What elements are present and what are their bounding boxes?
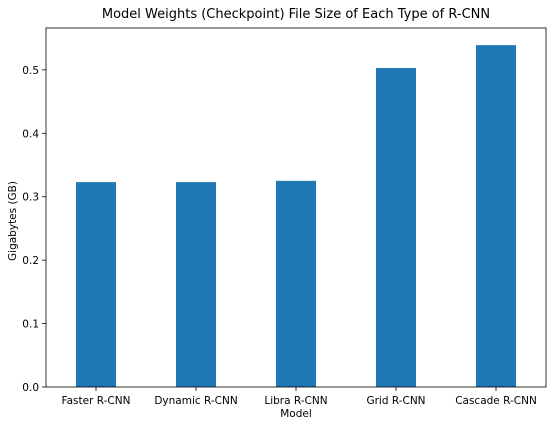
y-ticks-group: 0.0 0.1 0.2 0.3 0.4 0.5 [22, 65, 46, 394]
x-tick-label-4: Cascade R-CNN [455, 395, 537, 407]
chart-title: Model Weights (Checkpoint) File Size of … [102, 7, 490, 22]
bar-3 [376, 67, 416, 388]
x-tick-label-2: Libra R-CNN [264, 395, 327, 407]
y-tick-label-4: 0.4 [22, 128, 39, 140]
bar-4 [476, 45, 516, 388]
x-tick-label-3: Grid R-CNN [366, 395, 425, 407]
y-tick-label-5: 0.5 [22, 65, 39, 77]
y-tick-label-3: 0.3 [22, 192, 39, 204]
y-tick-label-1: 0.1 [22, 319, 39, 331]
y-axis-label: Gigabytes (GB) [7, 181, 19, 261]
y-tick-label-2: 0.2 [22, 255, 39, 267]
y-tick-label-0: 0.0 [22, 382, 39, 394]
bar-0 [76, 182, 116, 387]
x-axis-label: Model [280, 408, 312, 420]
bars-group [76, 45, 516, 388]
bar-1 [176, 182, 216, 387]
x-ticks-group: Faster R-CNN Dynamic R-CNN Libra R-CNN Grid… [62, 387, 537, 407]
x-tick-label-1: Dynamic R-CNN [154, 395, 237, 407]
x-tick-label-0: Faster R-CNN [62, 395, 131, 407]
bar-2 [276, 180, 316, 387]
